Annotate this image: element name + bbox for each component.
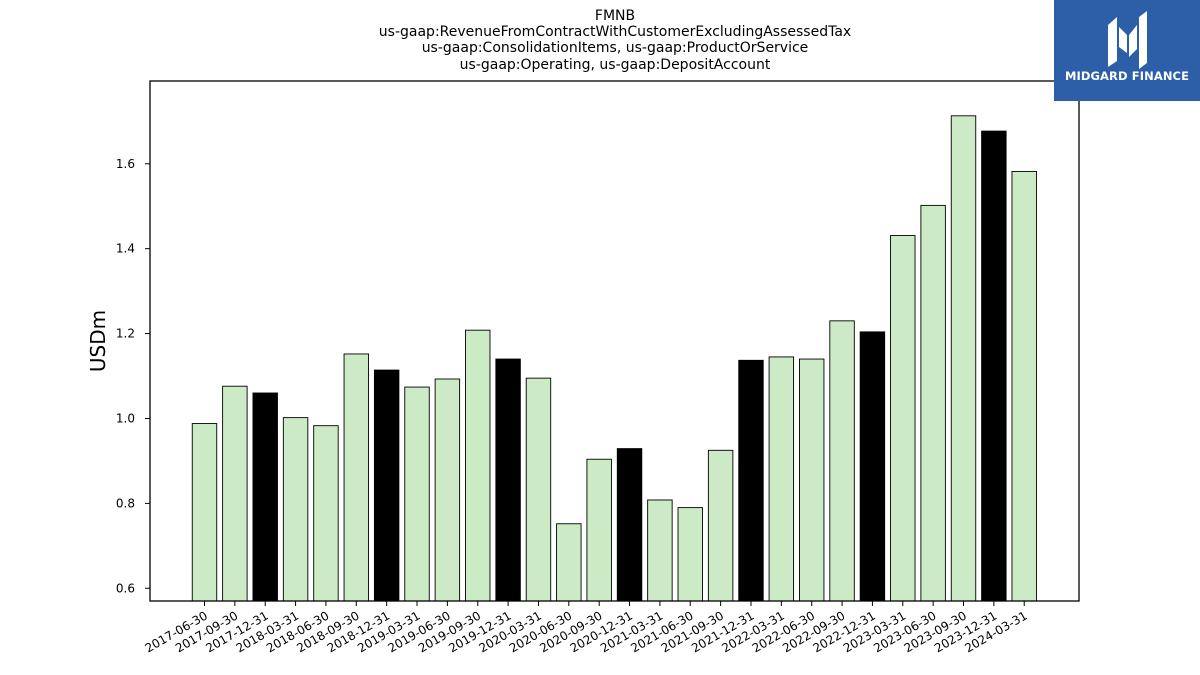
bar-2017-06-30	[191, 423, 218, 602]
bar-2022-06-30	[799, 358, 825, 602]
bar-2022-09-30	[829, 320, 855, 602]
bar-2020-06-30	[556, 523, 582, 602]
bar-2019-12-31	[495, 358, 521, 602]
chart-title: FMNB us-gaap:RevenueFromContractWithCust…	[379, 8, 851, 73]
bar-2024-03-31	[1011, 170, 1037, 602]
bar-2020-03-31	[525, 377, 552, 602]
title-line-2: us-gaap:RevenueFromContractWithCustomerE…	[379, 24, 851, 40]
bar-2022-12-31	[859, 331, 886, 602]
plot-frame	[149, 80, 1080, 602]
bar-2017-12-31	[252, 392, 278, 602]
y-tick-label: 0.6	[116, 581, 135, 595]
bar-2018-03-31	[282, 417, 309, 602]
title-line-3: us-gaap:ConsolidationItems, us-gaap:Prod…	[422, 40, 809, 56]
y-tick-label: 1.6	[116, 157, 135, 171]
bar-2023-03-31	[890, 235, 916, 602]
bar-2019-09-30	[465, 329, 491, 602]
bar-2021-12-31	[738, 359, 764, 602]
title-line-4: us-gaap:Operating, us-gaap:DepositAccoun…	[460, 57, 771, 73]
y-tick-label: 0.8	[116, 496, 135, 510]
y-axis: 0.6 0.8 1.0 1.2 1.4 1.6	[116, 157, 150, 595]
y-tick-label: 1.2	[116, 327, 135, 341]
logo-text: MIDGARD FINANCE	[1064, 69, 1190, 83]
bar-2019-03-31	[404, 386, 430, 602]
y-tick-label: 1.4	[116, 242, 135, 256]
bars-group	[191, 115, 1037, 602]
bar-2018-12-31	[373, 369, 400, 602]
bar-2021-09-30	[707, 449, 734, 602]
title-line-1: FMNB	[595, 8, 635, 24]
y-tick-label: 1.0	[116, 411, 135, 425]
midgard-finance-logo: MIDGARD FINANCE	[1054, 0, 1200, 101]
bar-2020-09-30	[586, 458, 612, 602]
bar-2017-09-30	[222, 385, 248, 602]
y-axis-label: USDm	[86, 310, 110, 372]
bar-2020-12-31	[616, 448, 643, 602]
x-axis: 2017-06-302017-09-302017-12-312018-03-31…	[143, 601, 1030, 655]
bar-2021-06-30	[677, 507, 703, 602]
bar-2018-06-30	[313, 425, 339, 602]
bar-2023-09-30	[950, 115, 977, 602]
bar-2021-03-31	[647, 499, 673, 602]
bar-2019-06-30	[434, 378, 461, 602]
bar-2018-09-30	[343, 353, 369, 602]
bar-2023-06-30	[920, 204, 946, 602]
midgard-m-icon	[1108, 11, 1147, 69]
bar-2022-03-31	[768, 356, 795, 602]
bar-2023-12-31	[981, 130, 1007, 602]
